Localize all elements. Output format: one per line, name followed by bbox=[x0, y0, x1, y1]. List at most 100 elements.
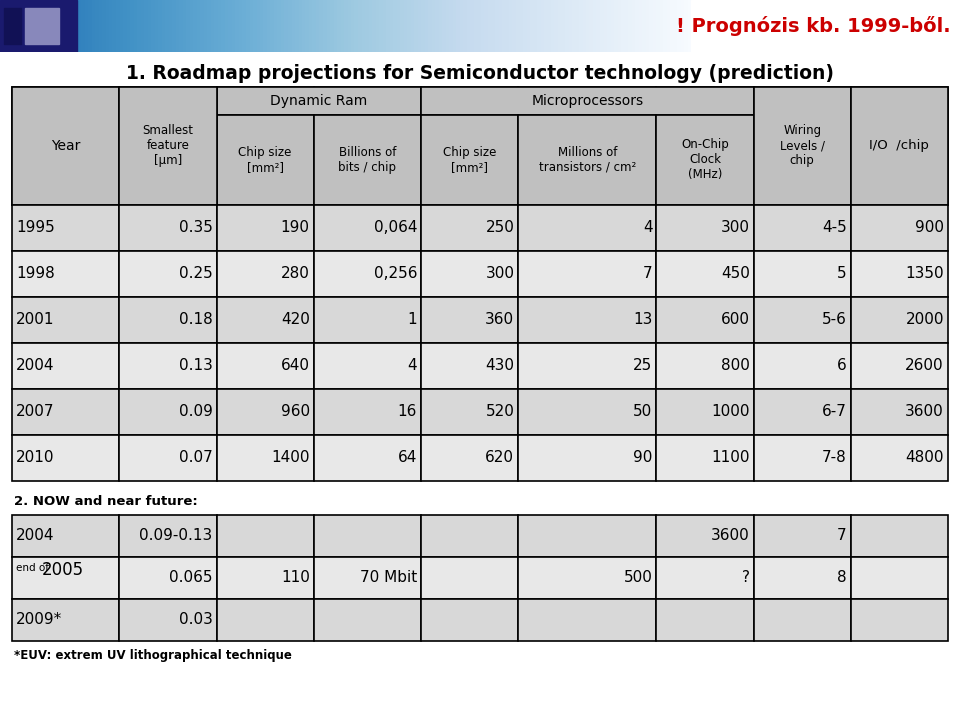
Bar bbox=[421, 343, 518, 389]
Bar bbox=[657, 599, 754, 641]
Text: 0.25: 0.25 bbox=[179, 267, 212, 281]
Bar bbox=[851, 297, 948, 343]
Bar bbox=[217, 599, 314, 641]
Bar bbox=[119, 297, 217, 343]
Text: 16: 16 bbox=[397, 404, 418, 419]
Bar bbox=[217, 87, 421, 115]
Bar bbox=[119, 343, 217, 389]
Text: 5-6: 5-6 bbox=[822, 312, 847, 327]
Text: 7: 7 bbox=[837, 528, 847, 544]
Text: 70 Mbit: 70 Mbit bbox=[360, 571, 418, 585]
Bar bbox=[754, 251, 851, 297]
Bar bbox=[314, 343, 421, 389]
Bar bbox=[851, 557, 948, 599]
Bar bbox=[119, 87, 217, 205]
Bar bbox=[657, 557, 754, 599]
Bar bbox=[12, 297, 119, 343]
Bar bbox=[754, 297, 851, 343]
Text: 13: 13 bbox=[633, 312, 653, 327]
Bar bbox=[657, 115, 754, 205]
Bar bbox=[314, 297, 421, 343]
Bar bbox=[421, 115, 518, 205]
Bar bbox=[314, 115, 421, 205]
Text: 3600: 3600 bbox=[711, 528, 750, 544]
Text: 1. Roadmap projections for Semiconductor technology (prediction): 1. Roadmap projections for Semiconductor… bbox=[126, 64, 834, 83]
Text: Wiring
Levels /
chip: Wiring Levels / chip bbox=[780, 124, 825, 167]
Bar bbox=[851, 343, 948, 389]
Bar bbox=[657, 515, 754, 557]
Bar bbox=[12, 251, 119, 297]
Bar bbox=[12, 557, 119, 599]
Text: 0.07: 0.07 bbox=[179, 450, 212, 465]
Bar bbox=[657, 343, 754, 389]
Text: 640: 640 bbox=[280, 358, 310, 373]
Bar bbox=[314, 251, 421, 297]
Text: 0.065: 0.065 bbox=[169, 571, 212, 585]
Text: 7-8: 7-8 bbox=[822, 450, 847, 465]
Text: 620: 620 bbox=[486, 450, 515, 465]
Text: 2000: 2000 bbox=[905, 312, 944, 327]
Bar bbox=[119, 251, 217, 297]
Bar bbox=[217, 343, 314, 389]
Bar bbox=[217, 389, 314, 435]
Bar bbox=[754, 87, 851, 205]
Bar bbox=[217, 115, 314, 205]
Bar bbox=[421, 515, 518, 557]
Text: Microprocessors: Microprocessors bbox=[531, 93, 643, 107]
Text: 3600: 3600 bbox=[905, 404, 944, 419]
Bar bbox=[518, 251, 657, 297]
Bar bbox=[518, 87, 657, 205]
Text: 2005: 2005 bbox=[42, 561, 84, 579]
Bar bbox=[12, 389, 119, 435]
Bar bbox=[421, 389, 518, 435]
Text: 800: 800 bbox=[721, 358, 750, 373]
Text: Billions of
bits / chip: Billions of bits / chip bbox=[339, 146, 396, 174]
Bar bbox=[217, 557, 314, 599]
Text: 500: 500 bbox=[624, 571, 653, 585]
Bar bbox=[851, 87, 948, 205]
Bar bbox=[754, 205, 851, 251]
Bar bbox=[518, 599, 657, 641]
Text: 2010: 2010 bbox=[16, 450, 55, 465]
Bar bbox=[12, 87, 119, 205]
Text: *EUV: extrem UV lithographical technique: *EUV: extrem UV lithographical technique bbox=[14, 649, 292, 662]
Text: 1995: 1995 bbox=[16, 220, 55, 235]
Text: Chip size
[mm²]: Chip size [mm²] bbox=[444, 146, 496, 174]
Text: On-Chip
Clock
(MHz): On-Chip Clock (MHz) bbox=[682, 138, 729, 181]
Text: 8: 8 bbox=[837, 571, 847, 585]
Text: 2007: 2007 bbox=[16, 404, 55, 419]
Bar bbox=[0, 0, 77, 52]
Bar bbox=[421, 251, 518, 297]
Text: Smallest
feature
[µm]: Smallest feature [µm] bbox=[142, 124, 194, 167]
Bar bbox=[119, 205, 217, 251]
Text: 6-7: 6-7 bbox=[822, 404, 847, 419]
Text: 1000: 1000 bbox=[711, 404, 750, 419]
Bar bbox=[119, 557, 217, 599]
Text: 0.13: 0.13 bbox=[179, 358, 212, 373]
Bar bbox=[217, 435, 314, 481]
Bar bbox=[657, 297, 754, 343]
Text: Millions of
transistors / cm²: Millions of transistors / cm² bbox=[539, 146, 636, 174]
Bar bbox=[314, 87, 421, 205]
Text: 0.09: 0.09 bbox=[179, 404, 212, 419]
Bar bbox=[217, 297, 314, 343]
Bar bbox=[754, 599, 851, 641]
Text: 300: 300 bbox=[721, 220, 750, 235]
Text: 2. NOW and near future:: 2. NOW and near future: bbox=[14, 495, 198, 508]
Text: 430: 430 bbox=[486, 358, 515, 373]
Text: 280: 280 bbox=[281, 267, 310, 281]
Text: 900: 900 bbox=[915, 220, 944, 235]
Text: 25: 25 bbox=[634, 358, 653, 373]
Bar bbox=[119, 599, 217, 641]
Bar bbox=[314, 557, 421, 599]
Bar bbox=[657, 435, 754, 481]
Text: 600: 600 bbox=[721, 312, 750, 327]
Bar bbox=[851, 515, 948, 557]
Text: 1400: 1400 bbox=[272, 450, 310, 465]
Bar bbox=[851, 87, 948, 205]
Text: 250: 250 bbox=[486, 220, 515, 235]
Text: 960: 960 bbox=[280, 404, 310, 419]
Text: 0.03: 0.03 bbox=[179, 612, 212, 627]
Bar bbox=[4, 8, 21, 44]
Bar bbox=[421, 87, 518, 205]
